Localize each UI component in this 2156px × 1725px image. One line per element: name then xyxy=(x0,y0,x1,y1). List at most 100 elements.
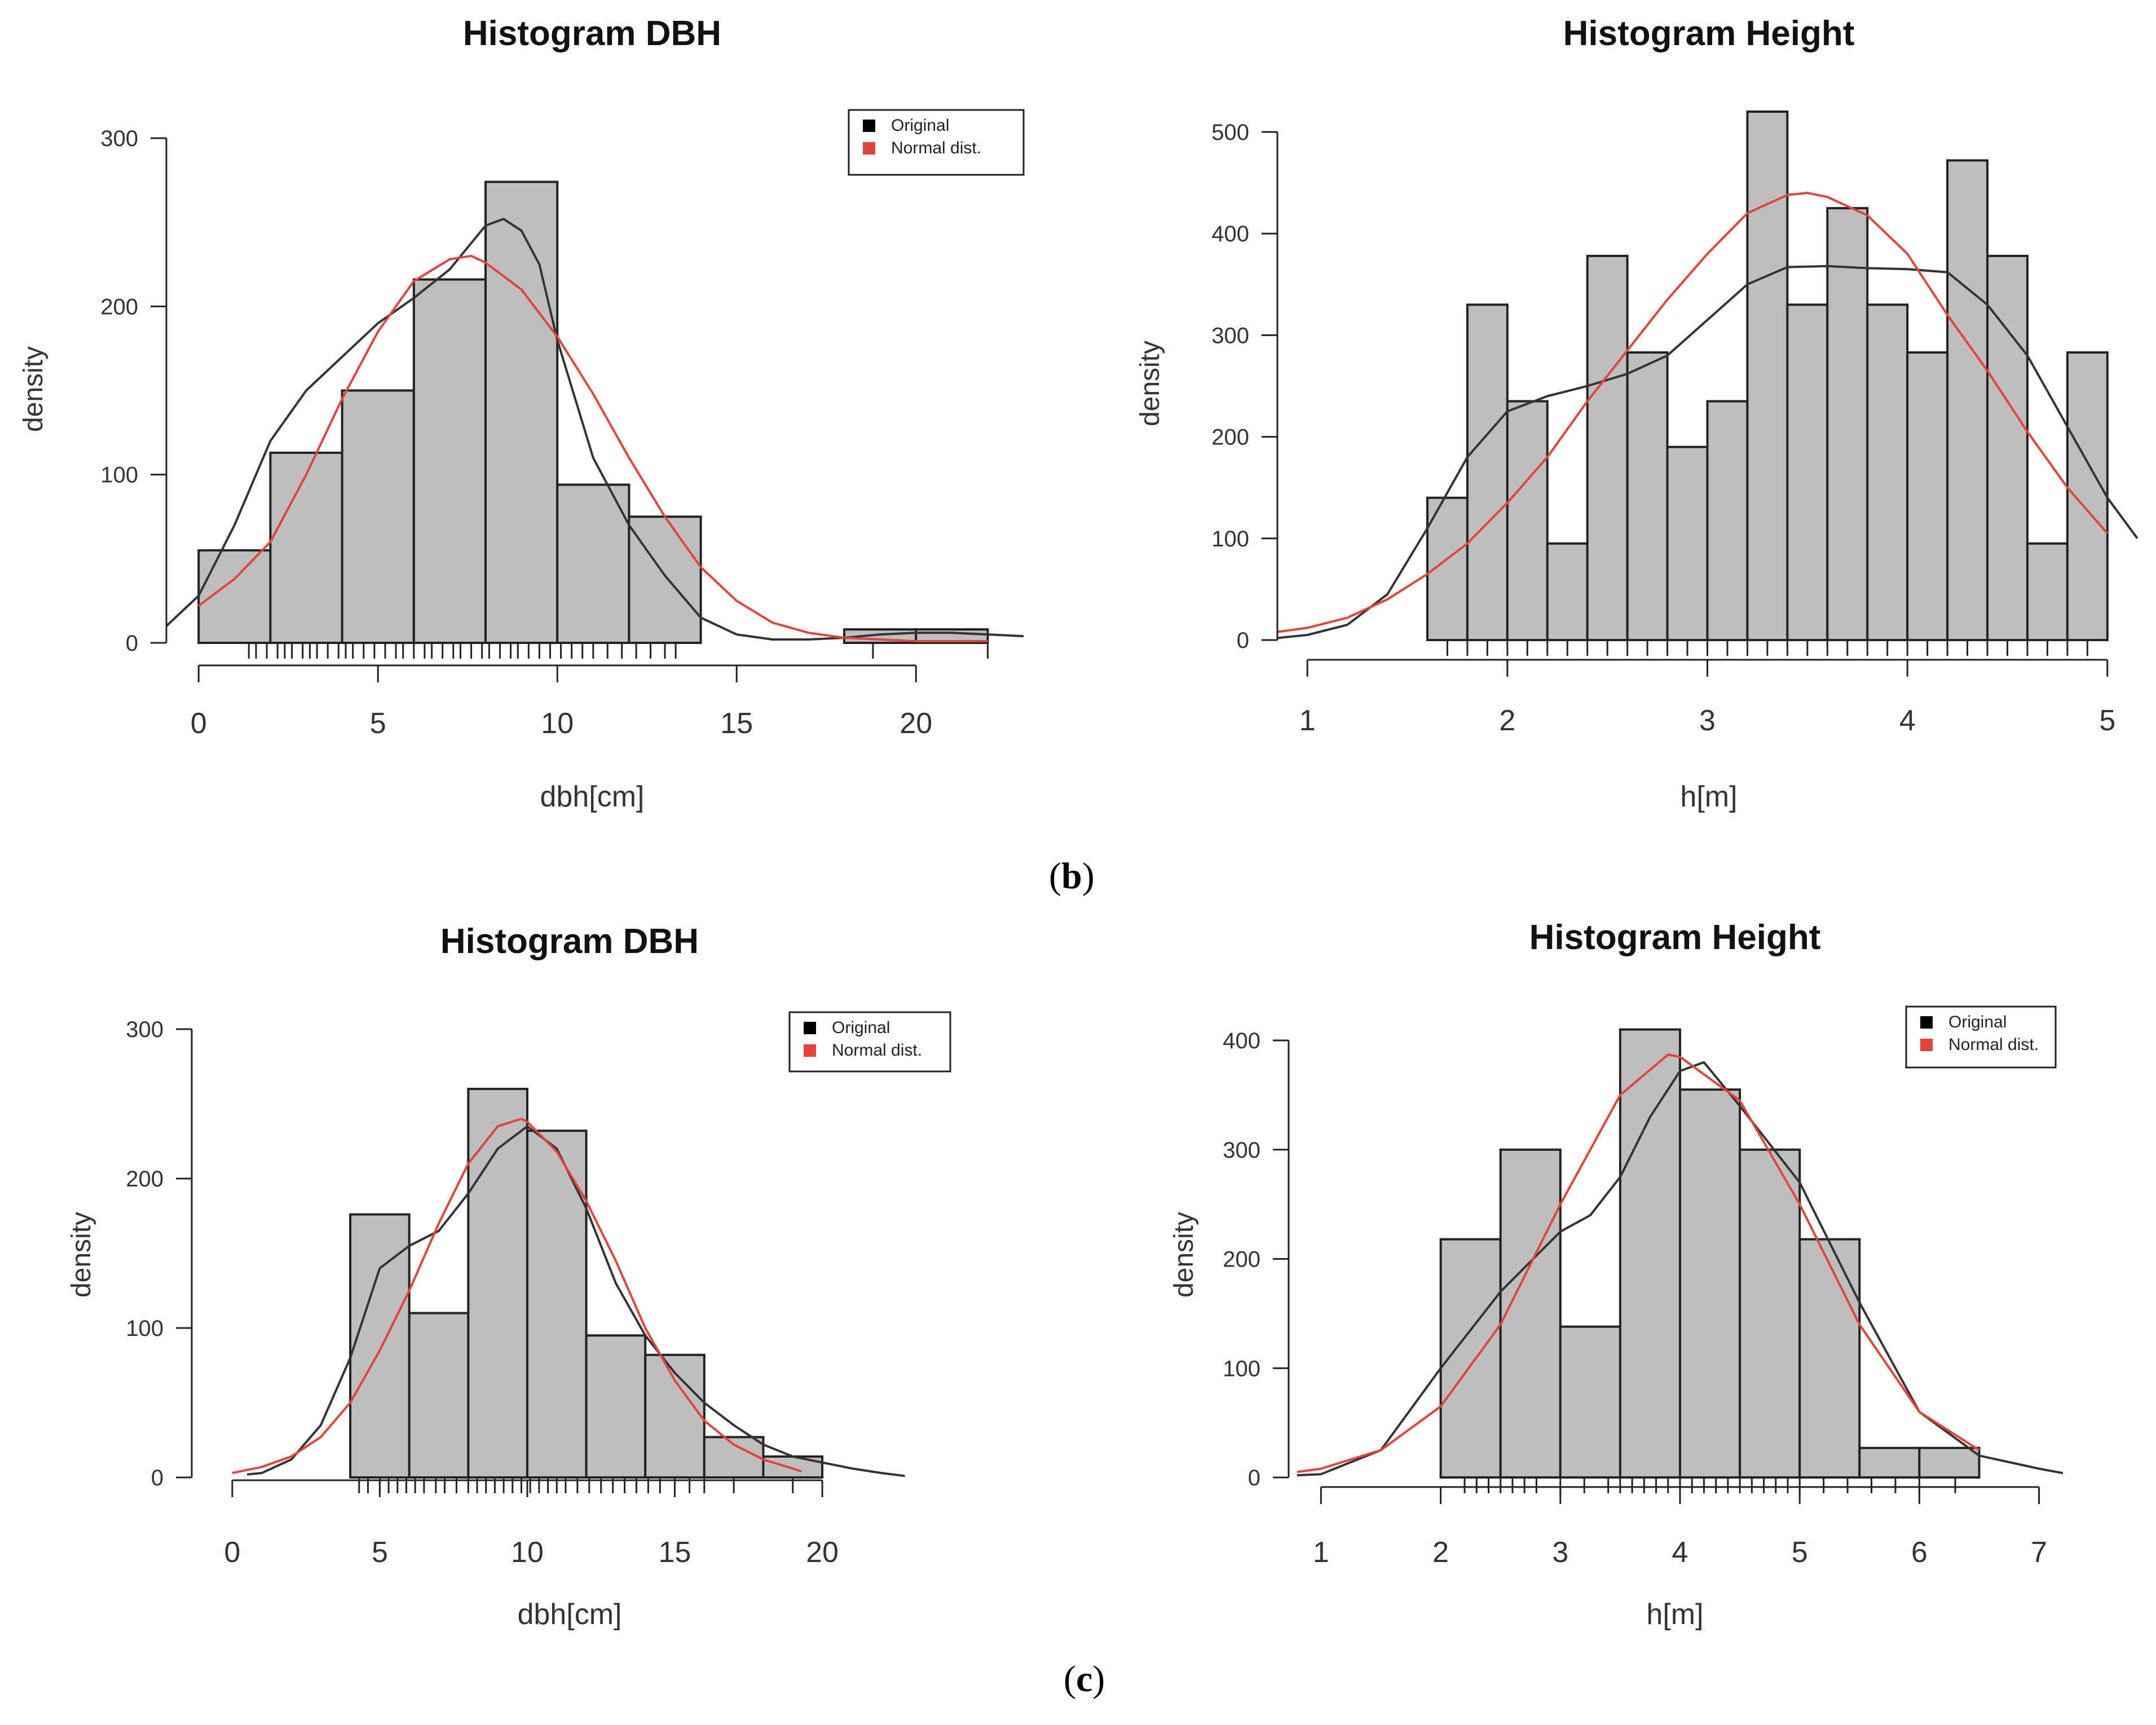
y-tick-label: 100 xyxy=(1223,1356,1260,1381)
histogram-bar xyxy=(408,1312,470,1479)
chart-panel-3: Histogram DBH 0 100 200 300 density 0 5 10 15 20 db… xyxy=(67,922,951,1631)
legend-swatch-normal xyxy=(863,142,875,155)
x-tick-label: 10 xyxy=(541,707,574,740)
density-curve-normal xyxy=(197,254,988,642)
legend-swatch-original xyxy=(1920,1016,1933,1029)
histogram-bar xyxy=(467,1088,528,1479)
panel-label-c: (c) xyxy=(1064,1658,1105,1700)
legend-box xyxy=(788,1011,951,1073)
histogram-bar xyxy=(1946,159,1989,641)
y-tick-label: 200 xyxy=(1211,425,1249,450)
legend: Original Normal dist. xyxy=(848,109,1025,176)
x-tick-label: 1 xyxy=(1299,704,1316,737)
legend-label: Normal dist. xyxy=(891,139,981,157)
density-curve-normal xyxy=(232,1118,803,1475)
histogram-bar xyxy=(1626,351,1669,641)
legend-swatch-original xyxy=(804,1022,816,1034)
y-tick-label: 400 xyxy=(1211,222,1249,246)
histogram-bar xyxy=(1798,1238,1861,1479)
legend-box xyxy=(848,109,1025,176)
histogram-bar xyxy=(1918,1446,1981,1479)
y-tick-label: 200 xyxy=(1223,1247,1260,1272)
histogram-bar xyxy=(526,1130,588,1479)
histogram-bar xyxy=(1679,1088,1741,1479)
x-axis-label: dbh[cm] xyxy=(540,780,645,813)
chart-panel-2: Histogram Height 0 100 200 300 400 500 density 1… xyxy=(1135,14,2139,813)
histogram-bar xyxy=(2026,542,2069,641)
x-tick-label: 1 xyxy=(1313,1536,1329,1569)
histogram-bar xyxy=(484,180,559,645)
histogram-bar xyxy=(1506,400,1549,642)
chart-title: Histogram Height xyxy=(1563,14,1855,53)
histogram-bar xyxy=(341,389,415,644)
histogram-bar xyxy=(1439,1238,1502,1479)
histogram-bar xyxy=(1619,1028,1681,1479)
histogram-bar xyxy=(1826,207,1869,641)
chart-panel-4: Histogram Height 0 100 200 300 400 density 1 2 3 4… xyxy=(1169,918,2064,1631)
y-tick-label: 300 xyxy=(1211,323,1249,348)
y-tick-label: 300 xyxy=(126,1017,164,1042)
x-tick-label: 7 xyxy=(2031,1536,2047,1569)
histogram-bar xyxy=(1986,254,2029,641)
y-tick-label: 100 xyxy=(1211,527,1249,552)
histogram-bar xyxy=(1499,1148,1562,1479)
y-tick-label: 200 xyxy=(126,1167,164,1192)
histogram-bar xyxy=(628,515,702,644)
y-tick-label: 0 xyxy=(151,1466,164,1490)
histogram-bar xyxy=(644,1353,706,1479)
chart-title: Histogram DBH xyxy=(463,14,721,53)
histogram-bar xyxy=(1746,110,1789,641)
x-tick-label: 5 xyxy=(1792,1536,1808,1569)
x-tick-label: 0 xyxy=(191,707,207,740)
histogram-bar xyxy=(269,451,343,645)
legend: Original Normal dist. xyxy=(788,1011,951,1073)
y-tick-label: 100 xyxy=(126,1316,164,1341)
histogram-bar xyxy=(1706,400,1749,642)
chart-title: Histogram DBH xyxy=(440,922,699,961)
legend-label: Original xyxy=(1948,1013,2007,1031)
y-tick-label: 300 xyxy=(1223,1138,1260,1163)
histogram-bar xyxy=(1666,445,1709,641)
legend-label: Normal dist. xyxy=(1948,1035,2039,1054)
legend-label: Original xyxy=(891,116,949,135)
x-tick-label: 5 xyxy=(372,1536,388,1569)
density-curve-normal xyxy=(1277,192,2109,633)
x-axis-label: dbh[cm] xyxy=(518,1598,622,1631)
y-tick-label: 400 xyxy=(1223,1029,1260,1053)
density-curve-original xyxy=(1277,264,2139,639)
x-tick-label: 20 xyxy=(806,1536,839,1569)
panel-label-b: (b) xyxy=(1049,855,1095,897)
x-tick-label: 6 xyxy=(1911,1536,1928,1569)
x-tick-label: 0 xyxy=(224,1536,240,1569)
chart-panel-1: Histogram DBH 0 100 200 300 density 0 5 10 15 20 db… xyxy=(19,14,1025,813)
y-tick-label: 0 xyxy=(1248,1466,1260,1490)
y-tick-label: 0 xyxy=(1237,628,1249,653)
x-tick-label: 4 xyxy=(1899,704,1916,737)
y-tick-label: 200 xyxy=(100,294,138,319)
histogram-bar xyxy=(1559,1325,1621,1479)
x-tick-label: 20 xyxy=(900,707,932,740)
histogram-bar xyxy=(1739,1148,1801,1479)
x-tick-label: 15 xyxy=(720,707,753,740)
histogram-bar xyxy=(1786,303,1829,641)
x-tick-label: 5 xyxy=(2099,704,2115,737)
histogram-bar xyxy=(556,483,631,644)
legend-swatch-normal xyxy=(1920,1039,1933,1051)
x-tick-label: 10 xyxy=(511,1536,544,1569)
y-tick-label: 300 xyxy=(100,126,138,151)
x-tick-label: 3 xyxy=(1552,1536,1568,1569)
x-tick-label: 3 xyxy=(1699,704,1716,737)
density-curve-original xyxy=(246,1125,905,1477)
histogram-bar xyxy=(1858,1446,1921,1479)
x-tick-label: 2 xyxy=(1499,704,1515,737)
legend-swatch-original xyxy=(863,120,875,132)
x-tick-label: 2 xyxy=(1432,1536,1449,1569)
histogram-bar xyxy=(412,278,487,645)
legend-label: Original xyxy=(832,1018,890,1037)
y-tick-label: 100 xyxy=(100,463,138,488)
legend-swatch-normal xyxy=(804,1044,816,1057)
x-axis-label: h[m] xyxy=(1646,1598,1703,1631)
y-tick-label: 0 xyxy=(126,631,138,656)
histogram-bar xyxy=(1906,351,1949,641)
